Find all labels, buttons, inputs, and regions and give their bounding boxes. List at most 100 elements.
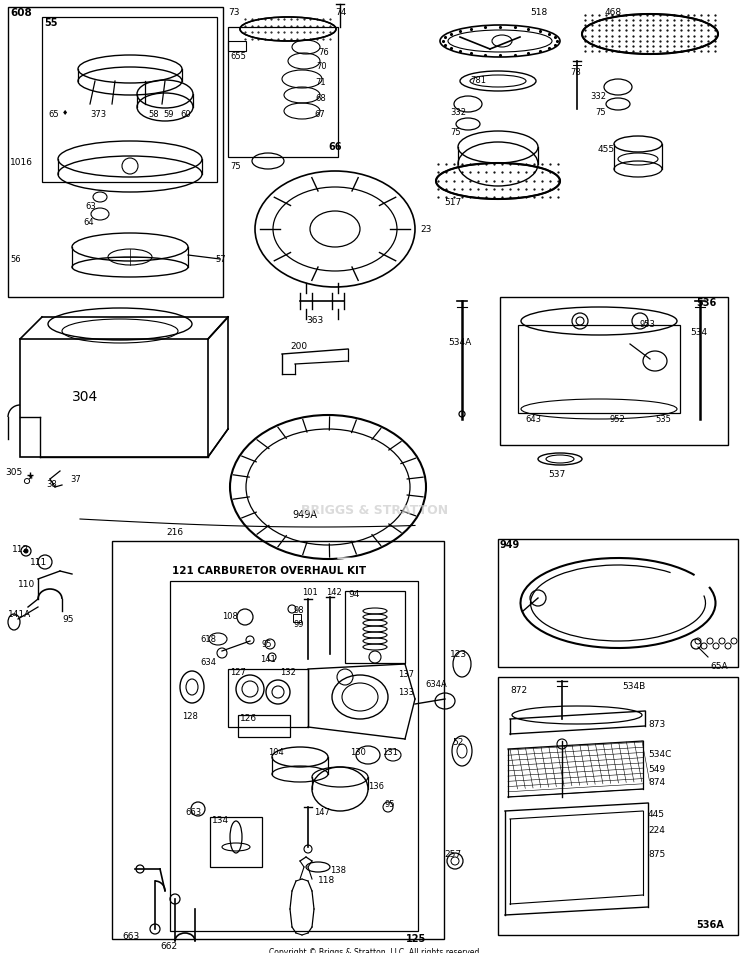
- Bar: [228, 42, 246, 52]
- Text: 75: 75: [450, 128, 460, 137]
- Text: 67: 67: [314, 110, 325, 119]
- Bar: [498, 539, 738, 667]
- Text: 131: 131: [382, 747, 398, 757]
- Text: 537: 537: [548, 470, 566, 478]
- Text: 618: 618: [200, 635, 216, 643]
- Text: 118: 118: [318, 875, 335, 884]
- Text: 468: 468: [605, 8, 622, 17]
- Text: 872: 872: [510, 685, 527, 695]
- Text: 94: 94: [348, 589, 359, 598]
- Text: 134: 134: [212, 815, 230, 824]
- Text: 663: 663: [122, 931, 140, 940]
- Bar: [42, 18, 217, 183]
- Text: 65A: 65A: [710, 661, 728, 670]
- Text: 138: 138: [330, 865, 346, 874]
- Text: 305: 305: [5, 468, 22, 476]
- Text: 534C: 534C: [648, 749, 671, 759]
- Text: 141: 141: [260, 655, 276, 663]
- Text: 99: 99: [294, 619, 304, 628]
- Text: ♦: ♦: [62, 110, 68, 116]
- Text: 75: 75: [230, 162, 241, 171]
- Text: 200: 200: [290, 341, 307, 351]
- Text: 76: 76: [318, 48, 328, 57]
- Text: 147: 147: [314, 807, 330, 816]
- Text: 655: 655: [230, 52, 246, 61]
- Text: 781: 781: [470, 76, 486, 85]
- Text: 518: 518: [530, 8, 548, 17]
- Bar: [238, 716, 290, 738]
- Text: 534B: 534B: [622, 681, 645, 690]
- Text: 63: 63: [85, 202, 96, 211]
- Text: 98: 98: [294, 605, 304, 615]
- Text: 58: 58: [148, 110, 159, 119]
- Text: 68: 68: [315, 94, 326, 103]
- Text: 643: 643: [525, 415, 541, 423]
- Text: 66: 66: [328, 142, 341, 152]
- Text: 112: 112: [12, 544, 29, 554]
- Text: 216: 216: [166, 527, 184, 537]
- Text: 132: 132: [280, 667, 296, 677]
- Text: 536A: 536A: [696, 919, 724, 929]
- Text: 517: 517: [444, 198, 461, 207]
- Text: 608: 608: [10, 8, 32, 18]
- Text: 373: 373: [90, 110, 106, 119]
- Text: 57: 57: [215, 254, 226, 264]
- Text: 101: 101: [302, 587, 318, 597]
- Text: 95: 95: [62, 615, 74, 623]
- Text: 123: 123: [450, 649, 467, 659]
- Text: 128: 128: [182, 711, 198, 720]
- Text: 137: 137: [398, 669, 414, 679]
- Text: 445: 445: [648, 809, 665, 818]
- Text: 332: 332: [590, 91, 606, 101]
- Bar: [170, 581, 418, 931]
- Text: 74: 74: [335, 8, 346, 17]
- Text: 634: 634: [200, 658, 216, 666]
- Text: 133: 133: [398, 687, 414, 697]
- Text: 534: 534: [690, 328, 707, 336]
- Text: 304: 304: [72, 390, 98, 403]
- Text: BRIGGS & STRATTON: BRIGGS & STRATTON: [302, 503, 448, 516]
- Text: 875: 875: [648, 849, 665, 858]
- Text: 65: 65: [48, 110, 58, 119]
- Text: 111: 111: [30, 558, 47, 566]
- Circle shape: [24, 550, 28, 554]
- Text: Copyright © Briggs & Stratton, LLC. All rights reserved.: Copyright © Briggs & Stratton, LLC. All …: [268, 947, 482, 953]
- Text: 953: 953: [640, 319, 656, 329]
- Text: 37: 37: [70, 475, 81, 483]
- Bar: [210, 817, 262, 867]
- Text: 70: 70: [316, 62, 326, 71]
- Text: 121 CARBURETOR OVERHAUL KIT: 121 CARBURETOR OVERHAUL KIT: [172, 565, 366, 576]
- Text: 78: 78: [570, 68, 580, 77]
- Text: 549: 549: [648, 764, 665, 773]
- Text: 873: 873: [648, 720, 665, 728]
- Text: 71: 71: [315, 78, 326, 87]
- Text: 60: 60: [180, 110, 190, 119]
- Text: ♂: ♂: [22, 476, 32, 485]
- Text: 126: 126: [240, 713, 257, 722]
- Text: 55: 55: [44, 18, 58, 28]
- Text: 110: 110: [18, 579, 35, 588]
- Text: 949: 949: [500, 539, 520, 550]
- Text: 75: 75: [595, 108, 605, 117]
- Bar: [293, 615, 301, 622]
- Text: 874: 874: [648, 778, 665, 786]
- Text: 535: 535: [655, 415, 670, 423]
- Text: 662: 662: [160, 941, 177, 950]
- Text: 127: 127: [230, 667, 246, 677]
- Text: 56: 56: [10, 254, 21, 264]
- Text: 52: 52: [452, 738, 464, 746]
- Text: 257: 257: [444, 849, 461, 858]
- Text: 224: 224: [648, 825, 664, 834]
- Text: 455: 455: [598, 145, 615, 153]
- Text: 59: 59: [163, 110, 173, 119]
- Bar: [345, 592, 405, 663]
- Text: 332: 332: [450, 108, 466, 117]
- Text: 363: 363: [306, 315, 323, 325]
- Bar: [228, 669, 308, 727]
- Text: 38: 38: [46, 479, 57, 489]
- Text: 64: 64: [83, 218, 94, 227]
- Bar: [498, 678, 738, 935]
- Text: 949A: 949A: [292, 510, 317, 519]
- Bar: [112, 541, 444, 939]
- Text: 142: 142: [326, 587, 342, 597]
